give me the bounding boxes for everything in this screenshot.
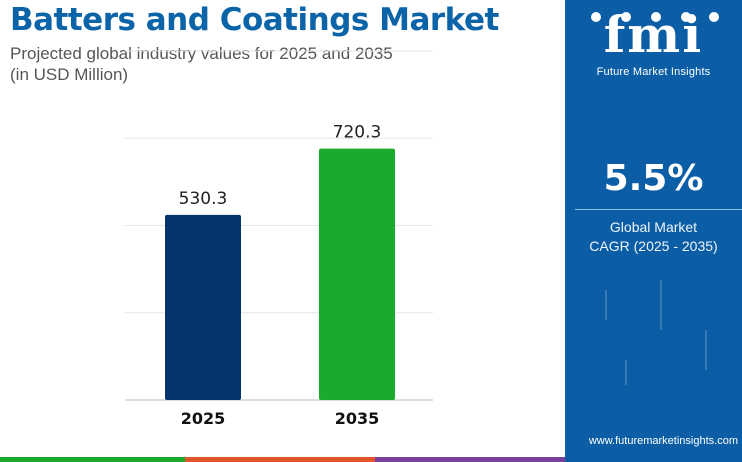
- decorative-brush: [705, 330, 707, 370]
- cagr-value: 5.5%: [603, 158, 704, 199]
- cagr-divider: [575, 209, 742, 210]
- bar-2025: [165, 214, 241, 400]
- cagr-label-line2: CAGR (2025 - 2035): [589, 238, 718, 254]
- value-label-2025: 530.3: [179, 189, 228, 209]
- decorative-brush: [625, 360, 627, 385]
- bars: [165, 148, 395, 400]
- bar-2035: [319, 148, 395, 400]
- x-tick-2035: 2035: [335, 409, 380, 428]
- color-segment: [0, 457, 185, 462]
- value-labels: 530.3 720.3: [179, 123, 382, 209]
- chart-unit-note: (in USD Million): [10, 65, 129, 84]
- logo-text: Future Market Insights: [596, 66, 711, 78]
- decorative-brush: [605, 290, 607, 320]
- chart-title: Batters and Coatings Market: [10, 2, 499, 38]
- fmi-logo: fmi: [603, 5, 704, 64]
- bottom-color-bar: [0, 457, 742, 462]
- chart-subtitle: Projected global industry values for 202…: [10, 44, 393, 63]
- color-segment: [185, 457, 375, 462]
- cagr-label-line1: Global Market: [609, 219, 698, 235]
- x-tick-labels: 2025 2035: [181, 409, 380, 428]
- color-segment: [565, 457, 742, 462]
- website-link[interactable]: www.futuremarketinsights.com: [588, 435, 738, 447]
- logo-icons: [591, 12, 719, 22]
- color-segment: [375, 457, 565, 462]
- x-tick-2025: 2025: [181, 409, 226, 428]
- side-panel: fmi Future Market Insights 5.5% Global M…: [565, 0, 742, 457]
- value-label-2035: 720.3: [333, 123, 382, 143]
- decorative-brush: [660, 280, 662, 330]
- bar-chart: 530.3 720.3 2025 2035: [125, 50, 433, 428]
